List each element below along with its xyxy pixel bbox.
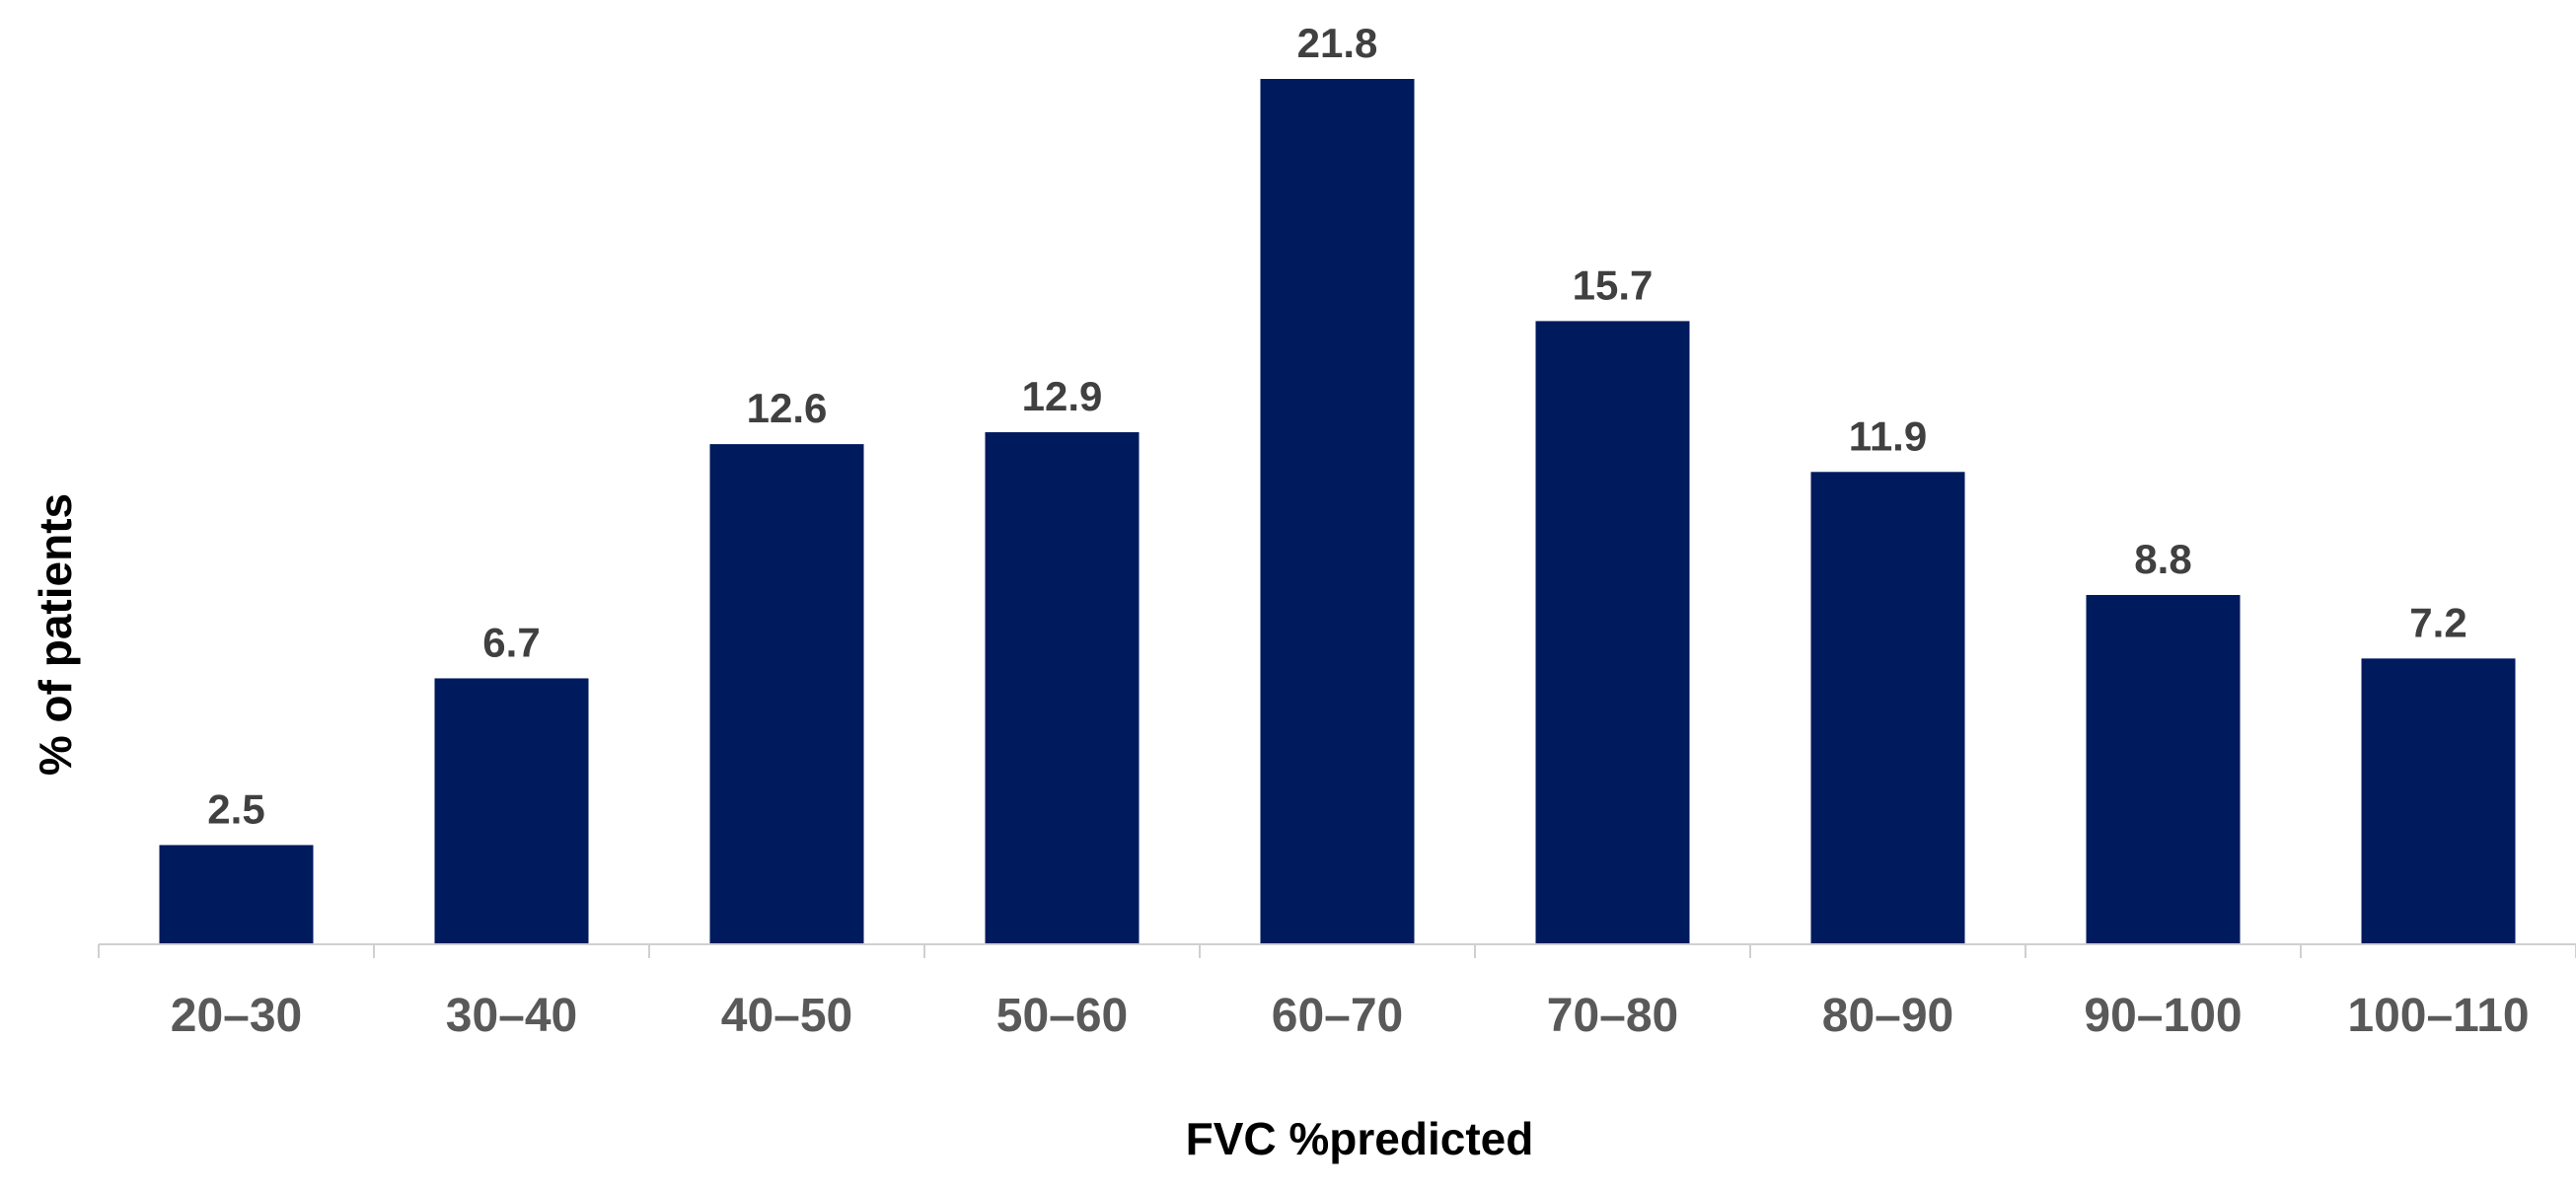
x-tick-label-7: 90–100 bbox=[2084, 990, 2242, 1042]
x-axis-title: FVC %predicted bbox=[1186, 1113, 1534, 1164]
bar-0 bbox=[159, 845, 314, 944]
x-axis-ticks bbox=[98, 944, 2576, 958]
bar-6 bbox=[1810, 472, 1965, 944]
data-label-0: 2.5 bbox=[207, 785, 264, 832]
data-label-6: 11.9 bbox=[1849, 412, 1927, 459]
data-label-2: 12.6 bbox=[747, 385, 828, 431]
x-tick-label-6: 80–90 bbox=[1822, 990, 1953, 1042]
bar-5 bbox=[1535, 321, 1690, 945]
bar-2 bbox=[709, 444, 864, 944]
bar-3 bbox=[985, 432, 1140, 945]
bar-4 bbox=[1260, 79, 1415, 944]
data-label-3: 12.9 bbox=[1022, 373, 1103, 419]
data-label-1: 6.7 bbox=[482, 619, 540, 665]
bar-1 bbox=[434, 678, 589, 944]
data-label-7: 8.8 bbox=[2134, 536, 2191, 582]
x-tick-label-3: 50–60 bbox=[996, 990, 1128, 1042]
data-labels: 2.5 6.7 12.6 12.9 21.8 15.7 11.9 8.8 7.2 bbox=[207, 20, 2466, 832]
x-tick-label-8: 100–110 bbox=[2347, 990, 2529, 1042]
x-tick-label-0: 20–30 bbox=[171, 990, 302, 1042]
x-tick-label-1: 30–40 bbox=[446, 990, 577, 1042]
y-axis-title: % of patients bbox=[30, 493, 81, 776]
data-label-5: 15.7 bbox=[1573, 261, 1654, 308]
data-label-8: 7.2 bbox=[2409, 599, 2466, 645]
bar-8 bbox=[2361, 658, 2516, 944]
bar-7 bbox=[2086, 594, 2241, 944]
x-tick-label-2: 40–50 bbox=[721, 990, 852, 1042]
bars bbox=[159, 79, 2516, 945]
x-axis-tick-labels: 20–30 30–40 40–50 50–60 60–70 70–80 80–90 90–10… bbox=[171, 990, 2530, 1042]
x-tick-label-4: 60–70 bbox=[1272, 990, 1403, 1042]
data-label-4: 21.8 bbox=[1297, 20, 1378, 66]
x-tick-label-5: 70–80 bbox=[1547, 990, 1678, 1042]
